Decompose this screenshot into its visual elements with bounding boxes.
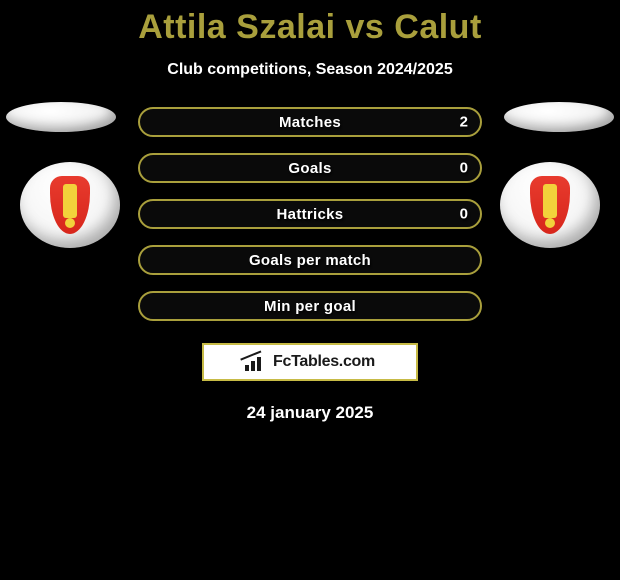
comparison-subtitle: Club competitions, Season 2024/2025 [0,61,620,79]
player-left-photo [6,102,116,132]
stat-right-value: 0 [460,160,468,177]
stat-row: Goals per match [138,245,482,275]
snapshot-date: 24 january 2025 [0,403,620,423]
player-right-photo [504,102,614,132]
stat-row: Min per goal [138,291,482,321]
stats-table: Matches 2 Goals 0 Hattricks 0 Goals per … [138,107,482,337]
comparison-arena: Matches 2 Goals 0 Hattricks 0 Goals per … [0,107,620,337]
watermark-text: FcTables.com [273,353,375,371]
watermark-badge: FcTables.com [202,343,418,381]
comparison-title: Attila Szalai vs Calut [0,0,620,47]
stat-row: Goals 0 [138,153,482,183]
stat-right-value: 0 [460,206,468,223]
stat-right-value: 2 [460,114,468,131]
bar-chart-icon [245,353,267,371]
player-left-club-badge [20,162,120,248]
player-right-club-badge [500,162,600,248]
stat-label: Min per goal [264,298,356,315]
stat-row: Hattricks 0 [138,199,482,229]
stat-label: Matches [279,114,341,131]
stat-row: Matches 2 [138,107,482,137]
stat-label: Goals [288,160,331,177]
club-crest-icon [530,176,570,234]
stat-label: Goals per match [249,252,371,269]
stat-label: Hattricks [277,206,344,223]
club-crest-icon [50,176,90,234]
